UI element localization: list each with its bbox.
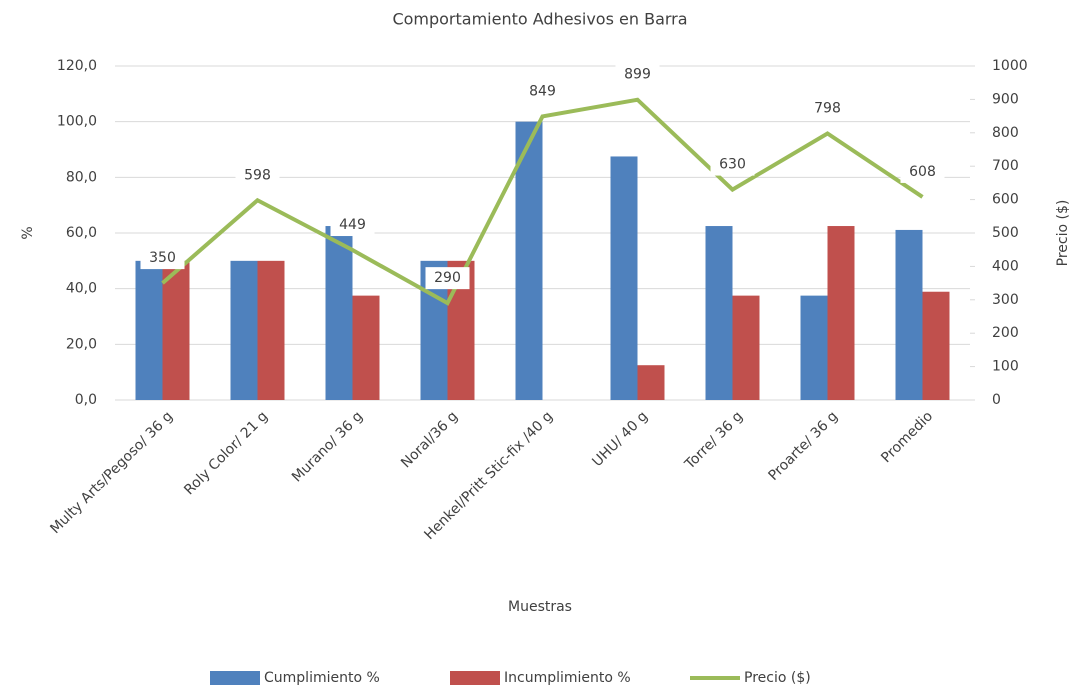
value-label: 849 (529, 83, 556, 99)
bar (515, 121, 543, 401)
bar (827, 226, 855, 400)
value-label-box (425, 267, 470, 290)
x-tick-label: Proarte/ 36 g (766, 408, 842, 484)
legend-swatch (210, 671, 260, 685)
value-label-box (520, 80, 565, 103)
x-axis-label: Muestras (508, 599, 572, 615)
x-tick-label: Promedio (878, 408, 936, 466)
bar (705, 226, 733, 400)
value-label: 350 (149, 250, 176, 266)
x-tick-label: Multy Arts/Pegoso/ 36 g (47, 408, 176, 537)
y2-tick-label: 800 (992, 125, 1019, 141)
bar (922, 291, 950, 400)
y-tick-label: 40,0 (66, 281, 97, 297)
y-tick-label: 0,0 (75, 392, 97, 408)
y2-tick-label: 0 (992, 392, 1001, 408)
y2-tick-label: 700 (992, 158, 1019, 174)
y-tick-label: 80,0 (66, 169, 97, 185)
bar (352, 295, 380, 400)
x-tick-label: Roly Color/ 21 g (181, 408, 271, 498)
legend-swatch (450, 671, 500, 685)
value-label: 598 (244, 167, 271, 183)
y2-tick-label: 100 (992, 359, 1019, 375)
chart-title: Comportamiento Adhesivos en Barra (392, 10, 687, 29)
value-label: 608 (909, 164, 936, 180)
x-tick-label: Murano/ 36 g (289, 408, 366, 485)
value-label: 899 (624, 67, 651, 83)
value-label-box (900, 160, 945, 183)
bar (895, 229, 923, 400)
y-tick-label: 100,0 (57, 114, 97, 130)
y2-axis-label: Precio ($) (1055, 200, 1071, 267)
bar (325, 226, 353, 400)
y2-tick-label: 1000 (992, 58, 1028, 74)
legend-label: Incumplimiento % (504, 670, 631, 686)
bar (230, 260, 258, 400)
x-tick-label: UHU/ 40 g (589, 408, 651, 470)
bar (800, 295, 828, 400)
value-label-box (710, 153, 755, 176)
x-tick-label: Torre/ 36 g (681, 408, 746, 473)
y2-tick-label: 900 (992, 91, 1019, 107)
value-label-box (330, 214, 375, 237)
bar (732, 295, 760, 400)
bar (610, 156, 638, 400)
value-label: 630 (719, 157, 746, 173)
legend-label: Cumplimiento % (264, 670, 380, 686)
value-label: 449 (339, 217, 366, 233)
y2-tick-label: 600 (992, 192, 1019, 208)
bar (637, 365, 665, 400)
y-tick-label: 20,0 (66, 336, 97, 352)
y2-tick-label: 400 (992, 258, 1019, 274)
value-label-box (805, 97, 850, 120)
value-label-box (235, 164, 280, 187)
value-label-box (615, 63, 660, 86)
value-label: 290 (434, 270, 461, 286)
y2-tick-label: 300 (992, 292, 1019, 308)
y-tick-label: 120,0 (57, 58, 97, 74)
bar (257, 260, 285, 400)
line (161, 97, 924, 306)
y2-tick-label: 500 (992, 225, 1019, 241)
value-label-box (140, 247, 185, 270)
x-tick-label: Noral/36 g (398, 408, 461, 471)
bar (162, 260, 190, 400)
value-label: 798 (814, 100, 841, 116)
y-axis-label: % (20, 226, 36, 239)
y2-tick-label: 200 (992, 325, 1019, 341)
y-tick-label: 60,0 (66, 225, 97, 241)
legend-label: Precio ($) (744, 670, 811, 686)
bar (135, 260, 163, 400)
